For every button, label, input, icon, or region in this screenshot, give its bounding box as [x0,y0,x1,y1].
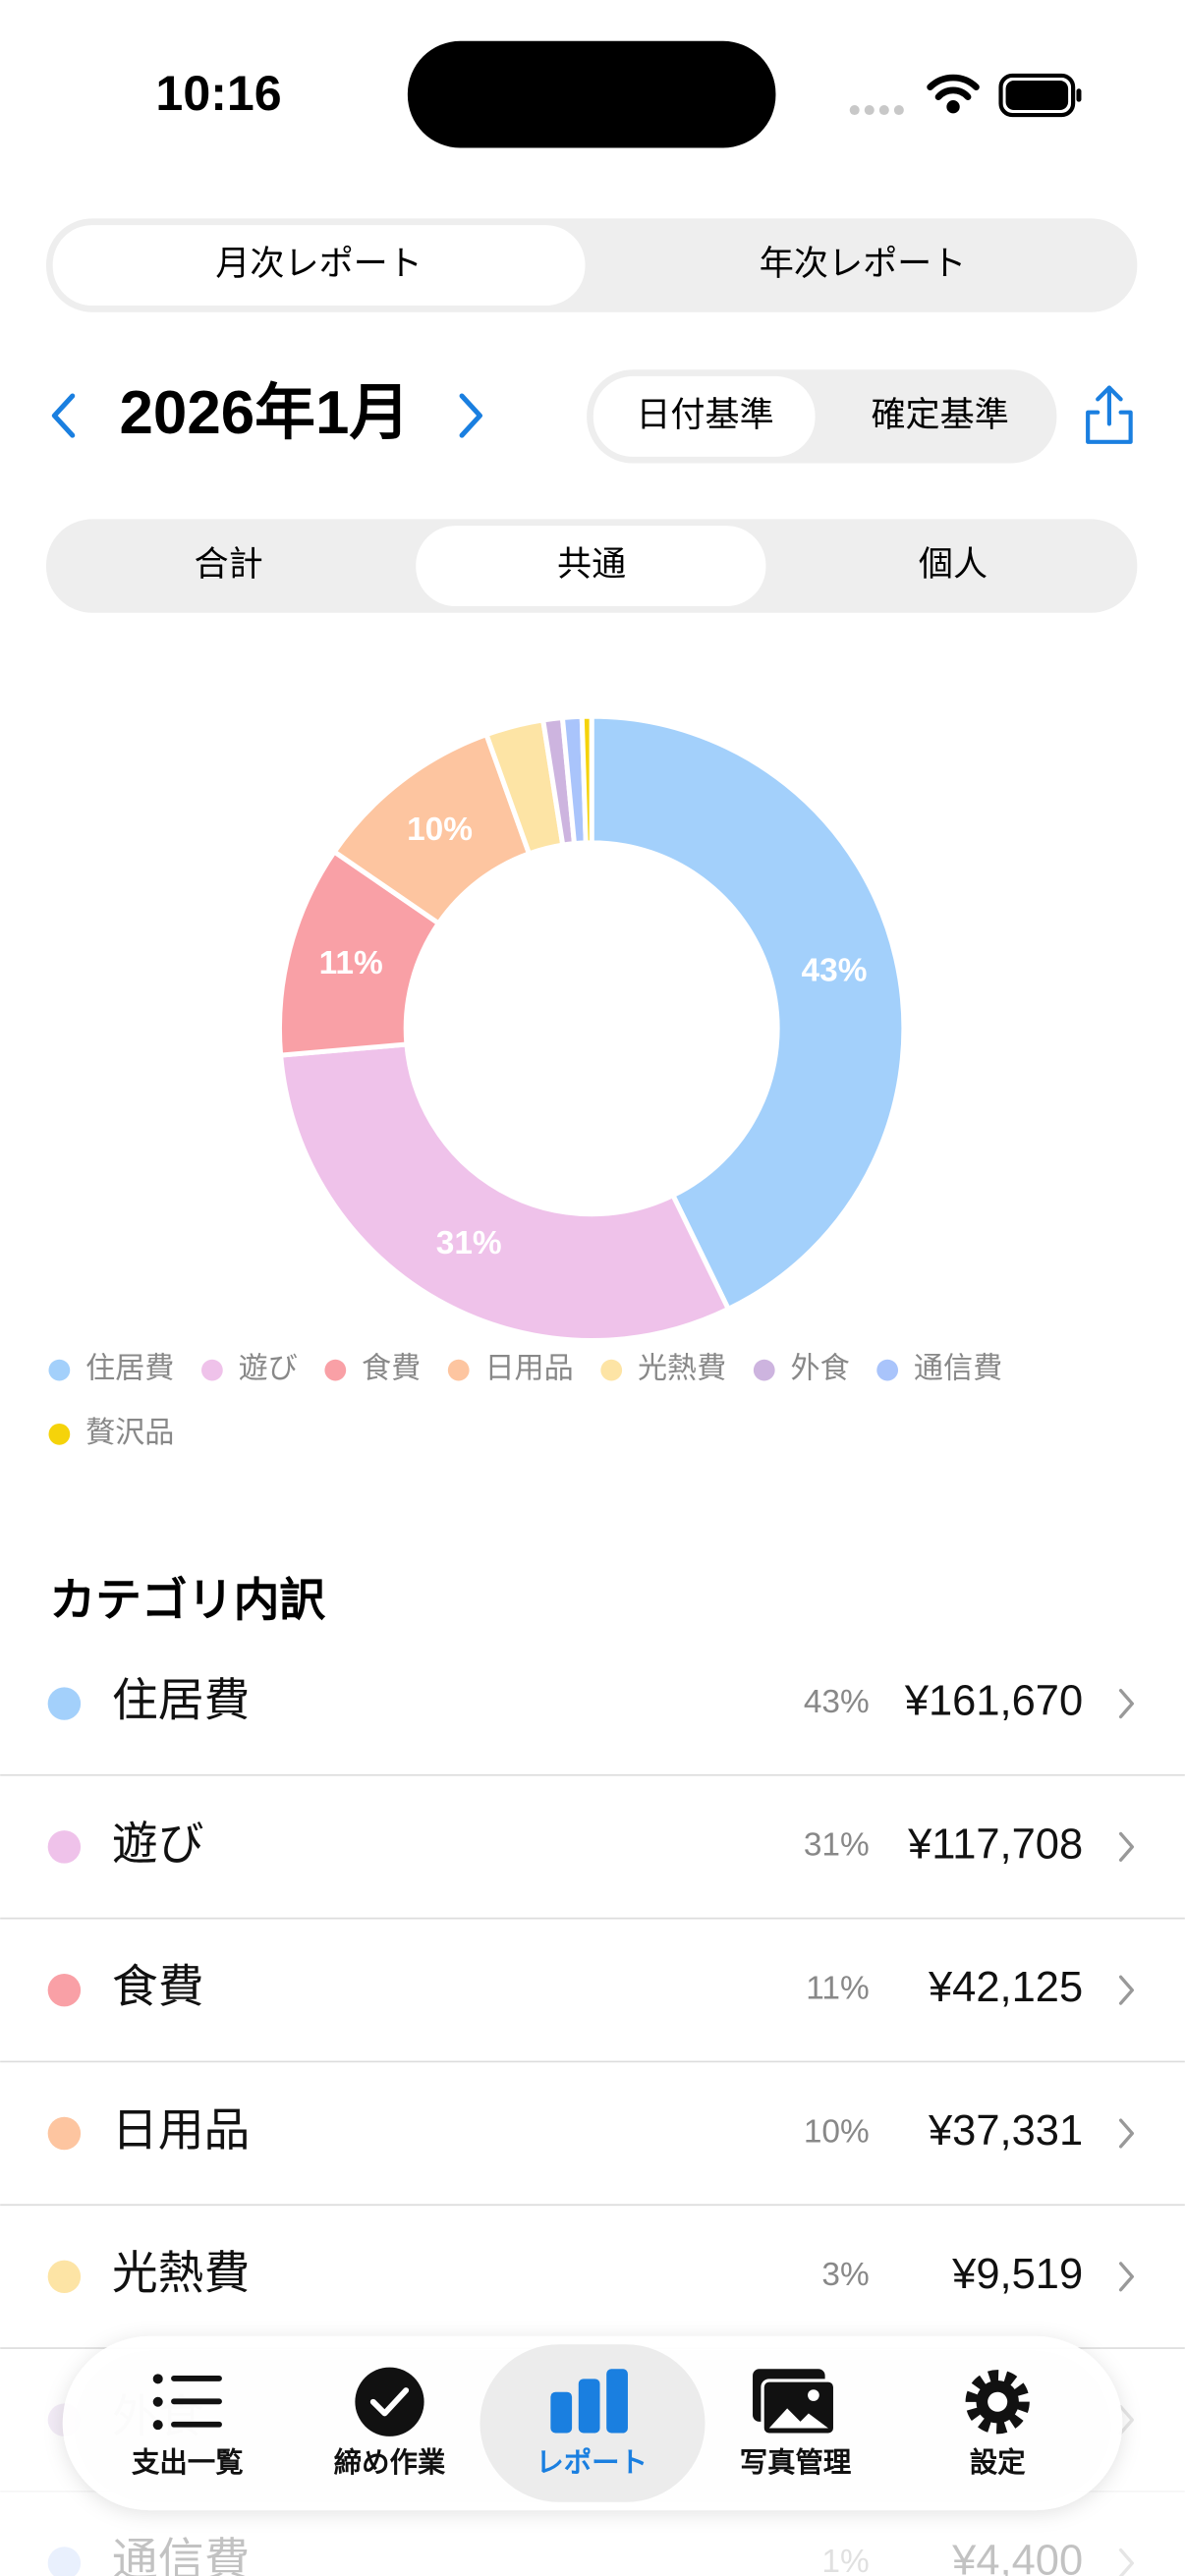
photo-icon [753,2369,837,2436]
section-title: カテゴリ内訳 [49,1574,325,1625]
category-percent: 11% [806,1971,869,2007]
legend-dot [753,1359,775,1381]
segment[interactable]: 年次レポート [760,245,967,283]
category-percent: 10% [804,2113,870,2150]
category-dot [47,1687,82,1720]
category-name: 日用品 [112,2104,250,2156]
legend-dot [48,1359,71,1381]
category-amount: ¥9,519 [951,2251,1083,2298]
slice [277,1041,732,1344]
category-amount: ¥37,331 [928,2107,1083,2155]
category-percent: 3% [821,2257,869,2293]
segment-selected[interactable] [592,375,816,457]
category-amount: ¥117,708 [907,1820,1083,1868]
prev-button[interactable] [51,393,76,438]
category-amount: ¥161,670 [904,1678,1083,1725]
tab-bar: 支出一覧 締め作業 レポート 写真管理 設定 [62,2335,1123,2511]
legend-label: 遊び [239,1353,298,1385]
signal [849,105,904,116]
period-label: 2026年1月 [120,379,411,447]
category-amount: ¥42,125 [928,1964,1083,2011]
legend-dot [447,1359,470,1381]
legend-label: 通信費 [914,1353,1002,1385]
category-row[interactable]: 日用品 10% ¥37,331 [0,2104,1185,2207]
category-dot [47,2116,82,2151]
category-list: 住居費 43% ¥161,670 遊び 31% ¥117,708 食費 11% ¥42,125 日… [0,1674,1185,2576]
legend-label: 光熱費 [638,1353,726,1385]
chevron [1118,1689,1134,1719]
segment-selected[interactable] [416,526,766,607]
chevron [1118,2548,1134,2576]
category-dot [47,1973,82,2007]
share-button[interactable] [1086,385,1133,444]
tab-label[interactable]: 写真管理 [740,2446,852,2479]
category-percent: 1% [821,2544,869,2576]
battery [998,73,1082,118]
slice [589,713,907,1313]
chevron [1118,2405,1134,2436]
tab-label[interactable]: 締め作業 [334,2446,446,2479]
legend-label: 外食 [790,1353,849,1385]
slice-label: 31% [436,1225,502,1261]
segment[interactable]: 個人 [919,545,988,584]
category-dot [47,1830,82,1864]
chevron [1118,1975,1134,2005]
check-icon [355,2367,424,2436]
legend-dot [201,1359,223,1381]
legend-dot [600,1359,623,1381]
segment[interactable]: 日付基準 [636,396,773,434]
category-row[interactable]: 遊び 31% ¥117,708 [0,1818,1185,1920]
slice-label: 11% [319,945,383,981]
tab-label[interactable]: 支出一覧 [132,2447,244,2479]
tab-label[interactable]: 設定 [970,2446,1026,2479]
category-name: 食費 [112,1961,204,2012]
legend-label: 住居費 [85,1353,174,1385]
category-row[interactable]: 通信費 1% ¥4,400 [0,2534,1185,2576]
slice-label: 43% [802,953,868,989]
settings-icon [965,2370,1030,2435]
segment[interactable]: 共通 [557,545,626,584]
category-dot [47,2547,82,2576]
slice [579,713,594,846]
next-button[interactable] [459,393,482,438]
donut-chart: 43% 31% 11% 10% [276,713,907,1344]
slice-label: 10% [407,812,473,848]
category-name: 通信費 [112,2534,250,2576]
wifi [927,74,980,114]
chevron [1118,2262,1134,2292]
category-amount: ¥4,400 [951,2537,1083,2576]
segment[interactable]: 合計 [194,545,262,584]
list-icon [152,2374,222,2431]
chevron [1118,1831,1134,1862]
category-row[interactable]: 食費 11% ¥42,125 [0,1961,1185,2063]
category-percent: 31% [804,1827,870,1864]
category-dot [47,2260,82,2294]
tab-label[interactable]: レポート [536,2447,648,2479]
dynamic-island [407,40,776,148]
category-row[interactable]: 光熱費 3% ¥9,519 [0,2248,1185,2349]
chevron [1118,2118,1134,2149]
segment[interactable]: 月次レポート [215,245,423,283]
report-icon [550,2369,628,2434]
legend-label: 食費 [362,1353,421,1385]
legend-label: 日用品 [484,1353,573,1385]
legend-dot [48,1423,71,1445]
status-time: 10:16 [155,66,281,121]
category-row[interactable]: 住居費 43% ¥161,670 [0,1674,1185,1776]
category-percent: 43% [804,1684,870,1720]
segment-selected[interactable] [52,225,586,307]
category-name: 光熱費 [112,2248,250,2299]
category-name: 遊び [112,1818,204,1869]
segment[interactable]: 確定基準 [871,396,1008,434]
category-name: 住居費 [112,1674,250,1725]
legend-dot [324,1359,347,1381]
legend-label: 贅沢品 [85,1417,174,1449]
legend-dot [876,1359,899,1381]
